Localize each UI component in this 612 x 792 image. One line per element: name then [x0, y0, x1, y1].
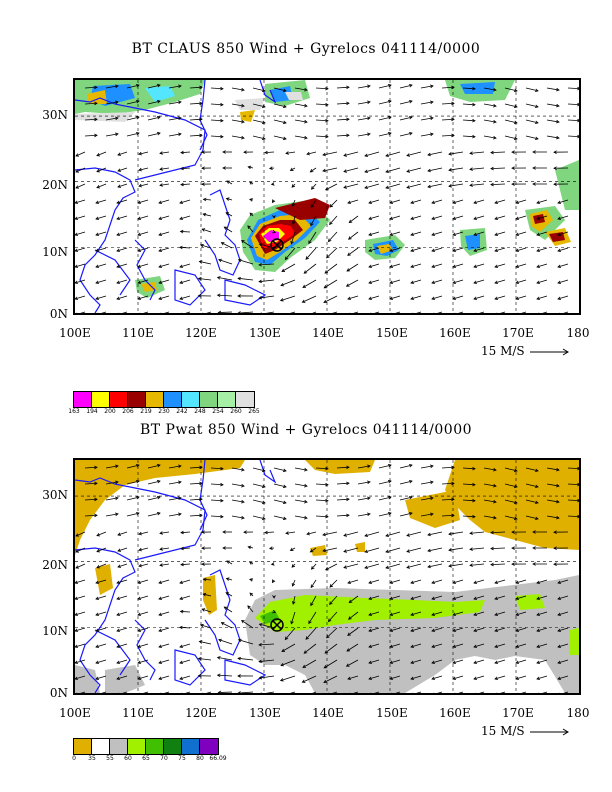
wind-vector-field: [75, 463, 579, 693]
colorbar-swatch: [110, 739, 128, 754]
colorbar-swatch: [92, 739, 110, 754]
colorbar-swatch: [200, 739, 218, 754]
bottom-map-title: BT Pwat 850 Wind + Gyrelocs 041114/0000: [139, 422, 473, 438]
top-vector-scale: 15 M/S: [481, 344, 572, 358]
colorbar-label: 254: [212, 408, 224, 415]
colorbar-swatch: [74, 739, 92, 754]
lat-label: 0N: [49, 307, 68, 321]
colorbar-swatch: [218, 392, 236, 407]
colorbar-swatch: [200, 392, 218, 407]
colorbar-label: 248: [194, 408, 206, 415]
colorbar-swatch: [128, 739, 146, 754]
colorbar-swatch: [182, 739, 200, 754]
colorbar-swatch: [164, 739, 182, 754]
lon-label: 170E: [502, 706, 534, 720]
lon-label: 150E: [376, 706, 408, 720]
colorbar-swatch: [74, 392, 92, 407]
bottom-vector-scale: 15 M/S: [481, 724, 572, 738]
colorbar-label: 230: [158, 408, 170, 415]
lon-label: 110E: [122, 706, 154, 720]
colorbar-swatch: [146, 392, 164, 407]
colorbar-swatch: [164, 392, 182, 407]
lat-label: 0N: [49, 686, 68, 700]
lon-label: 140E: [312, 706, 344, 720]
gyre-center-icon: [270, 618, 284, 632]
colorbar-label: 206: [122, 408, 134, 415]
vector-scale-arrow-icon: [530, 348, 570, 355]
lat-label: 20N: [42, 178, 68, 192]
coastline-layer: [75, 80, 277, 313]
coastline-layer: [75, 460, 277, 693]
bottom-map-canvas: [75, 460, 579, 693]
lon-label: 120E: [185, 326, 217, 340]
lon-label: 140E: [312, 326, 344, 340]
lon-label: 160E: [439, 706, 471, 720]
colorbar-label: 80: [196, 755, 204, 762]
colorbar-swatch: [128, 392, 146, 407]
gyre-center-icon: [270, 238, 284, 252]
colorbar-swatch: [146, 739, 164, 754]
vector-scale-arrow-icon: [530, 728, 570, 735]
colorbar-swatch: [182, 392, 200, 407]
colorbar-label: 260: [230, 408, 242, 415]
lon-label: 170E: [502, 326, 534, 340]
colorbar-swatch: [92, 392, 110, 407]
colorbar-label: 163: [68, 408, 80, 415]
colorbar-label: 55: [106, 755, 114, 762]
lon-label: 120E: [185, 706, 217, 720]
lon-label: 180: [566, 326, 590, 340]
colorbar-label: 265: [248, 408, 260, 415]
lat-label: 30N: [42, 488, 68, 502]
colorbar-label: 242: [176, 408, 188, 415]
lat-label: 10N: [42, 624, 68, 638]
colorbar-label: 200: [104, 408, 116, 415]
lon-label: 110E: [122, 326, 154, 340]
colorbar-label: 35: [88, 755, 96, 762]
colorbar-label: 75: [178, 755, 186, 762]
bottom-map-frame: [73, 458, 581, 695]
lat-label: 10N: [42, 245, 68, 259]
wind-vector-field: [75, 83, 579, 313]
colorbar-swatch: [236, 392, 254, 407]
vector-scale-label: 15 M/S: [481, 344, 525, 358]
colorbar-label: 194: [86, 408, 98, 415]
colorbar-label: 70: [160, 755, 168, 762]
lon-label: 160E: [439, 326, 471, 340]
lon-label: 130E: [249, 706, 281, 720]
colorbar-swatch: [110, 392, 128, 407]
colorbar-label: 66.09: [209, 755, 227, 762]
colorbar-label: 65: [142, 755, 150, 762]
vector-scale-label: 15 M/S: [481, 724, 525, 738]
lat-label: 30N: [42, 108, 68, 122]
colorbar-label: 0: [72, 755, 76, 762]
top-map-canvas: [75, 80, 579, 313]
bottom-colorbar: [73, 738, 219, 755]
top-map-title: BT CLAUS 850 Wind + Gyrelocs 041114/0000: [131, 41, 481, 57]
top-colorbar: [73, 391, 255, 408]
top-map-frame: [73, 78, 581, 315]
colorbar-label: 219: [140, 408, 152, 415]
lat-label: 20N: [42, 558, 68, 572]
lon-label: 100E: [59, 326, 91, 340]
lon-label: 180: [566, 706, 590, 720]
lon-label: 150E: [376, 326, 408, 340]
lon-label: 100E: [59, 706, 91, 720]
lon-label: 130E: [249, 326, 281, 340]
colorbar-label: 60: [124, 755, 132, 762]
